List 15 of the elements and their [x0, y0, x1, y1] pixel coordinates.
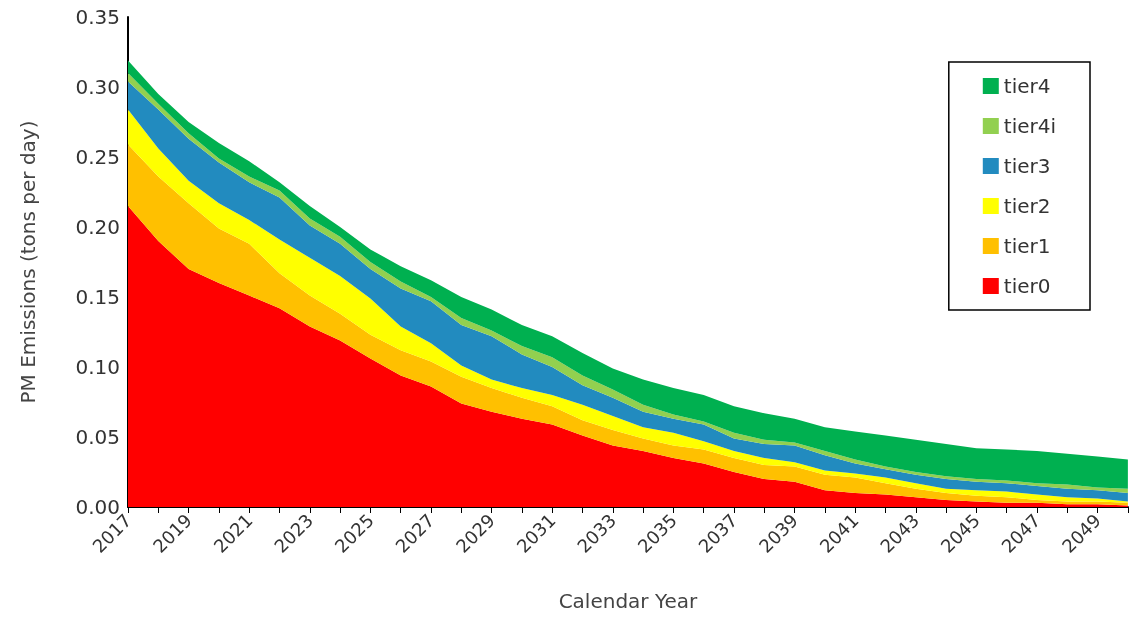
x-axis-title: Calendar Year	[558, 589, 699, 613]
y-tick-label: 0.20	[75, 215, 120, 239]
y-tick-label: 0.15	[75, 285, 120, 309]
legend-label: tier4i	[1003, 114, 1057, 138]
legend-label: tier0	[1003, 274, 1051, 298]
y-tick-label: 0.30	[75, 75, 120, 99]
legend-label: tier3	[1003, 154, 1051, 178]
legend-label: tier4	[1003, 74, 1051, 98]
y-tick-label: 0.25	[75, 145, 120, 169]
y-tick-label: 0.10	[75, 355, 120, 379]
legend-label: tier2	[1003, 194, 1051, 218]
y-tick-label: 0.35	[75, 5, 120, 29]
y-axis-title: PM Emissions (tons per day)	[16, 120, 40, 404]
legend-label: tier1	[1003, 234, 1051, 258]
y-tick-label: 0.05	[75, 425, 120, 449]
